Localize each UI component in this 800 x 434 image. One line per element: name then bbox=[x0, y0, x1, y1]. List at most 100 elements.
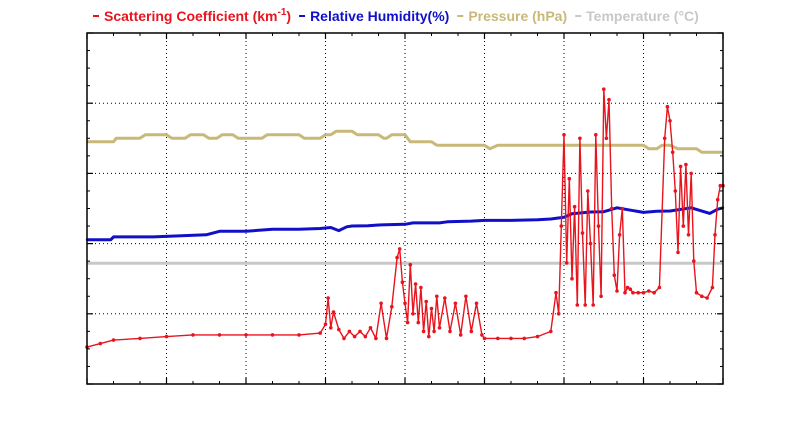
data-point-scattering bbox=[694, 290, 699, 295]
data-point-scattering bbox=[570, 276, 574, 281]
data-point-scattering bbox=[586, 189, 590, 193]
data-point-scattering bbox=[164, 334, 169, 339]
legend: Scattering Coefficient (km-1) Relative Hu… bbox=[93, 7, 699, 24]
data-point-scattering bbox=[474, 301, 479, 306]
series-layer bbox=[85, 87, 725, 349]
data-point-scattering bbox=[329, 326, 333, 330]
data-point-humidity bbox=[615, 206, 619, 209]
data-point-humidity bbox=[112, 235, 115, 239]
data-point-scattering bbox=[297, 333, 301, 337]
data-point-scattering bbox=[509, 336, 513, 341]
data-point-scattering bbox=[363, 334, 368, 339]
legend-entry-pressure: Pressure (hPa) bbox=[468, 8, 567, 24]
data-point-humidity bbox=[602, 210, 605, 213]
data-point-scattering bbox=[496, 336, 500, 341]
data-point-scattering bbox=[384, 336, 389, 341]
series-line-pressure bbox=[87, 129, 723, 154]
data-point-humidity bbox=[509, 219, 513, 222]
data-point-humidity bbox=[244, 230, 248, 233]
data-point-scattering bbox=[567, 176, 572, 181]
data-point-humidity bbox=[668, 209, 672, 213]
data-point-scattering bbox=[244, 333, 248, 337]
legend-text: Scattering Coefficient (km bbox=[104, 8, 277, 24]
data-point-humidity bbox=[218, 230, 221, 233]
data-point-scattering bbox=[379, 301, 383, 306]
axes-layer bbox=[86, 32, 724, 385]
data-point-scattering bbox=[549, 329, 553, 334]
data-point-humidity bbox=[205, 233, 208, 236]
data-point-scattering bbox=[326, 296, 330, 300]
data-point-humidity bbox=[562, 216, 566, 219]
data-point-scattering bbox=[443, 296, 447, 300]
data-point-scattering bbox=[636, 290, 640, 295]
data-point-scattering bbox=[331, 310, 336, 314]
data-point-humidity bbox=[329, 226, 332, 229]
data-point-scattering bbox=[482, 336, 487, 341]
data-point-scattering bbox=[400, 280, 405, 285]
data-point-scattering bbox=[138, 336, 142, 341]
data-point-scattering bbox=[395, 255, 399, 260]
data-point-scattering bbox=[700, 294, 704, 299]
data-point-scattering bbox=[692, 259, 696, 263]
data-point-scattering bbox=[607, 97, 611, 102]
data-point-scattering bbox=[678, 164, 683, 169]
data-point-humidity bbox=[438, 221, 441, 225]
data-point-humidity bbox=[470, 219, 473, 223]
data-point-humidity bbox=[345, 225, 348, 228]
data-point-humidity bbox=[319, 227, 322, 230]
data-point-scattering bbox=[368, 326, 373, 330]
data-point-scattering bbox=[715, 197, 720, 202]
data-point-scattering bbox=[684, 162, 688, 167]
data-point-scattering bbox=[416, 320, 421, 325]
data-point-scattering bbox=[559, 224, 564, 228]
data-point-scattering bbox=[609, 206, 614, 211]
data-point-scattering bbox=[612, 273, 617, 278]
data-point-scattering bbox=[628, 287, 633, 292]
data-point-scattering bbox=[405, 320, 410, 325]
data-point-humidity bbox=[337, 229, 340, 232]
data-point-scattering bbox=[673, 189, 678, 193]
data-point-scattering bbox=[374, 336, 378, 341]
data-point-humidity bbox=[366, 224, 370, 227]
data-point-scattering bbox=[657, 285, 662, 290]
data-point-scattering bbox=[408, 262, 413, 267]
data-point-scattering bbox=[641, 290, 646, 295]
data-point-humidity bbox=[403, 223, 407, 226]
data-point-humidity bbox=[109, 238, 113, 241]
data-point-scattering bbox=[652, 290, 656, 295]
data-point-humidity bbox=[570, 212, 574, 215]
data-point-scattering bbox=[705, 296, 709, 300]
data-point-scattering bbox=[411, 312, 415, 316]
legend-entry-temperature: Temperature (°C) bbox=[586, 8, 699, 24]
data-point-scattering bbox=[358, 329, 362, 334]
data-point-humidity bbox=[708, 212, 711, 215]
data-point-scattering bbox=[668, 119, 672, 123]
legend-text: Pressure (hPa) bbox=[468, 8, 567, 24]
data-point-scattering bbox=[556, 312, 561, 316]
data-point-scattering bbox=[217, 333, 222, 337]
data-point-scattering bbox=[689, 171, 693, 176]
data-point-scattering bbox=[464, 294, 468, 299]
data-point-scattering bbox=[562, 133, 566, 137]
data-point-scattering bbox=[421, 329, 426, 334]
data-point-humidity bbox=[297, 228, 301, 231]
data-point-scattering bbox=[432, 329, 436, 334]
data-point-scattering bbox=[535, 334, 540, 339]
data-point-humidity bbox=[350, 224, 354, 228]
data-point-scattering bbox=[435, 294, 439, 299]
data-point-scattering bbox=[427, 334, 431, 339]
data-point-humidity bbox=[589, 210, 592, 214]
data-point-scattering bbox=[625, 285, 630, 290]
series-line-humidity bbox=[87, 206, 724, 242]
data-point-scattering bbox=[480, 333, 484, 337]
data-point-humidity bbox=[152, 235, 155, 239]
data-point-scattering bbox=[429, 306, 434, 311]
data-point-scattering bbox=[323, 322, 328, 327]
data-point-scattering bbox=[469, 329, 474, 334]
legend-text: Temperature (°C) bbox=[586, 8, 699, 24]
data-point-scattering bbox=[575, 303, 580, 307]
data-point-scattering bbox=[578, 136, 582, 141]
legend-superscript: -1 bbox=[277, 7, 286, 18]
